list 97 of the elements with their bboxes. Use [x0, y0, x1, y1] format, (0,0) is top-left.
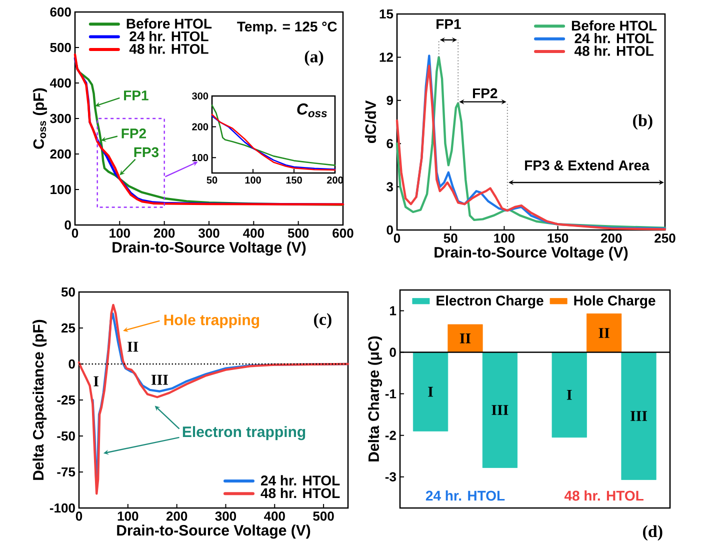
- x-tick-label: 250: [654, 234, 676, 243]
- x-tick-label: 200: [166, 512, 188, 521]
- y-tick-label: 0: [68, 359, 75, 369]
- y-axis-title: Delta Charge (μC): [368, 336, 382, 462]
- y-axis-title: C$_{oss}$ (pF): [32, 88, 47, 149]
- x-tick-label: 0: [76, 512, 82, 521]
- x-tick-label: 300: [198, 228, 220, 238]
- legend-label: 24 hr. HTOL: [260, 475, 340, 486]
- annotation: FP2: [473, 88, 498, 98]
- y-axis-title: dC/dV: [364, 100, 376, 144]
- y-tick-label: 500: [50, 42, 71, 52]
- y-tick-label: -3: [385, 472, 396, 482]
- y-tick-label: -1: [385, 389, 396, 398]
- x-tick-label: 100: [110, 228, 130, 238]
- data-label: III: [630, 411, 648, 421]
- legend-label: 24 hr. HTOL: [130, 30, 208, 42]
- annotation: FP2: [122, 128, 146, 138]
- y-tick-label: 300: [50, 114, 71, 124]
- y-tick-label: -75: [57, 467, 76, 477]
- x-axis-title: Drain-to-Source Voltage (V): [434, 246, 628, 261]
- x-axis-title: Drain-to-Source Voltage (V): [112, 242, 306, 256]
- y-tick-label: 0: [64, 220, 71, 230]
- line-series: [211, 104, 336, 166]
- x-tick-label: 100: [118, 512, 138, 521]
- y-tick-label: -25: [57, 395, 76, 405]
- y-tick-label: 200: [50, 149, 71, 159]
- bar: [482, 352, 518, 468]
- annotation: FP1: [436, 19, 461, 29]
- legend-label: 48 hr. HTOL: [574, 46, 654, 56]
- y-tick-label: 9: [386, 96, 393, 105]
- x-tick-label: 600: [332, 228, 354, 238]
- x-tick-label: 200: [327, 176, 343, 184]
- bar: [586, 313, 622, 352]
- annotation: III: [151, 374, 168, 385]
- legend-label: Electron Charge: [436, 295, 544, 308]
- legend-label: 48 hr. HTOL: [129, 44, 208, 54]
- x-tick-label: 200: [154, 228, 175, 238]
- y-tick-label: -2: [385, 430, 396, 440]
- annotation: FP1: [124, 90, 148, 100]
- y-tick-label: 50: [61, 287, 75, 297]
- bar: [552, 352, 587, 438]
- y-tick-label: 0: [390, 348, 396, 357]
- y-tick-label: 25: [61, 323, 76, 333]
- y-tick-label: 3: [386, 182, 393, 192]
- y-tick-label: 15: [380, 9, 394, 19]
- x-tick-label: 500: [288, 228, 309, 238]
- y-tick-label: 12: [380, 52, 393, 62]
- x-tick-label: 100: [494, 234, 515, 243]
- y-tick-label: 600: [50, 7, 71, 17]
- annotation: II: [127, 342, 138, 352]
- y-tick-label: 100: [50, 184, 71, 194]
- annotation: Electron trapping: [182, 426, 306, 440]
- legend-label: 24 hr. HTOL: [574, 33, 654, 44]
- x-tick-label: 100: [245, 176, 261, 184]
- text: (d): [643, 525, 662, 541]
- legend-label: Before HTOL: [572, 20, 657, 31]
- annotation: (c): [314, 313, 332, 329]
- x-axis-title: Drain-to-Source Voltage (V): [117, 524, 310, 539]
- y-tick-label: 300: [192, 92, 208, 100]
- bar: [412, 352, 448, 432]
- x-tick-label: 200: [601, 234, 622, 243]
- data-label: I: [566, 390, 572, 400]
- x-tick-label: 400: [264, 512, 285, 521]
- data-label: II: [460, 333, 471, 344]
- bar: [621, 352, 656, 480]
- x-tick-label: 150: [286, 176, 302, 184]
- data-label: III: [492, 405, 508, 415]
- y-tick-label: 6: [386, 138, 393, 148]
- chart-title: C$_{oss}$: [297, 103, 327, 118]
- annotation: 48 hr. HTOL: [564, 490, 644, 501]
- y-tick-label: -50: [57, 431, 75, 441]
- x-tick-label: 50: [444, 234, 458, 243]
- annotation: Hole trapping: [164, 314, 259, 328]
- x-tick-label: 500: [313, 512, 334, 521]
- y-tick-label: 100: [192, 154, 208, 162]
- annotation: I: [94, 376, 99, 386]
- x-tick-label: 150: [548, 234, 568, 243]
- bar: [448, 324, 483, 352]
- annotation: FP3: [134, 147, 159, 158]
- annotation: 24 hr. HTOL: [426, 490, 505, 501]
- data-label: I: [428, 386, 433, 397]
- legend-label: Before HTOL: [126, 18, 212, 29]
- annotation: (a): [304, 50, 324, 66]
- annotation: (b): [633, 114, 652, 130]
- x-tick-label: 50: [206, 176, 218, 184]
- y-tick-label: 200: [192, 123, 208, 130]
- x-tick-label: 300: [215, 512, 236, 521]
- legend-label: Hole Charge: [574, 295, 656, 308]
- y-tick-label: -100: [50, 503, 75, 513]
- annotation: FP3 & Extend Area: [525, 160, 650, 170]
- y-tick-label: 400: [50, 78, 71, 88]
- y-axis-title: Delta Capacitance (pF): [32, 320, 47, 480]
- y-tick-label: 1: [390, 306, 396, 316]
- data-label: II: [598, 328, 610, 338]
- annotation: Temp. = 125 °C: [237, 22, 337, 34]
- x-tick-label: 400: [243, 228, 264, 238]
- legend-label: 48 hr. HTOL: [260, 488, 340, 498]
